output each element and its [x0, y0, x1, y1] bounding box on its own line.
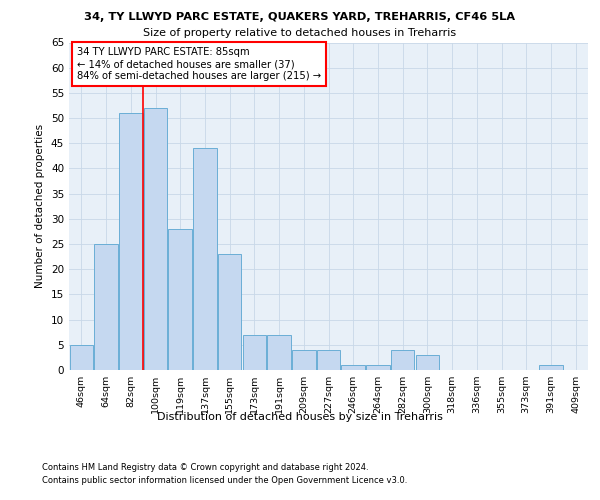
Text: Distribution of detached houses by size in Treharris: Distribution of detached houses by size …: [157, 412, 443, 422]
Bar: [242, 334, 266, 370]
Text: Contains public sector information licensed under the Open Government Licence v3: Contains public sector information licen…: [42, 476, 407, 485]
Bar: [539, 365, 563, 370]
Bar: [119, 113, 143, 370]
Bar: [391, 350, 415, 370]
Bar: [218, 254, 241, 370]
Bar: [144, 108, 167, 370]
Bar: [317, 350, 340, 370]
Bar: [341, 365, 365, 370]
Y-axis label: Number of detached properties: Number of detached properties: [35, 124, 46, 288]
Bar: [193, 148, 217, 370]
Text: 34, TY LLWYD PARC ESTATE, QUAKERS YARD, TREHARRIS, CF46 5LA: 34, TY LLWYD PARC ESTATE, QUAKERS YARD, …: [85, 12, 515, 22]
Bar: [268, 334, 291, 370]
Text: Contains HM Land Registry data © Crown copyright and database right 2024.: Contains HM Land Registry data © Crown c…: [42, 462, 368, 471]
Bar: [292, 350, 316, 370]
Text: Size of property relative to detached houses in Treharris: Size of property relative to detached ho…: [143, 28, 457, 38]
Bar: [366, 365, 389, 370]
Text: 34 TY LLWYD PARC ESTATE: 85sqm
← 14% of detached houses are smaller (37)
84% of : 34 TY LLWYD PARC ESTATE: 85sqm ← 14% of …: [77, 48, 321, 80]
Bar: [169, 229, 192, 370]
Bar: [70, 345, 93, 370]
Bar: [416, 355, 439, 370]
Bar: [94, 244, 118, 370]
